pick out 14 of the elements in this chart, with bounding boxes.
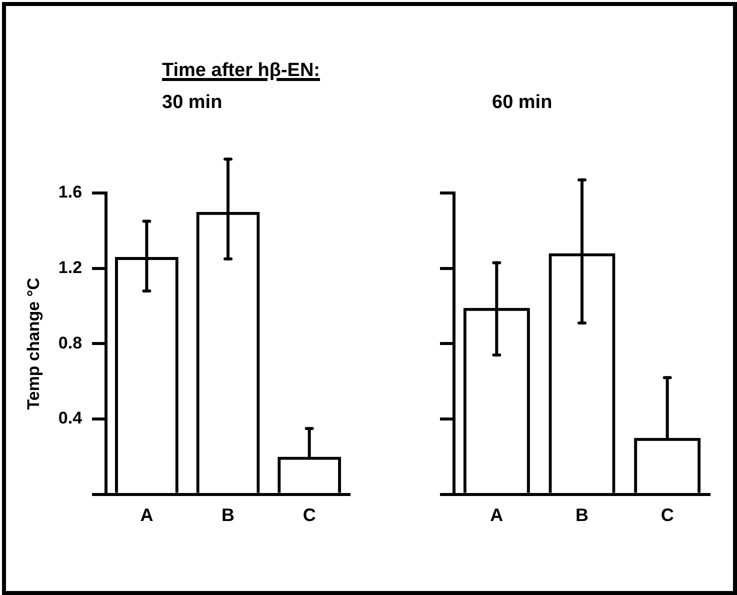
y-tick-label: 1.6 [58, 182, 82, 202]
chart-subtitle: 60 min [492, 92, 552, 114]
x-tick-label: C [302, 505, 316, 526]
x-tick-label: A [490, 505, 504, 526]
x-tick-label: B [222, 505, 235, 526]
x-tick-label: B [576, 505, 588, 526]
chart-title: Time after hβ-EN: [162, 60, 320, 82]
y-tick-label: 1.2 [58, 258, 82, 278]
x-tick-label: C [660, 505, 674, 526]
y-axis-title: Temp change °C [24, 278, 43, 410]
chart-subtitle: 30 min [162, 92, 222, 114]
x-tick-label: A [140, 505, 154, 526]
y-tick-label: 0.4 [58, 408, 83, 428]
y-tick-label: 0.8 [58, 333, 82, 352]
